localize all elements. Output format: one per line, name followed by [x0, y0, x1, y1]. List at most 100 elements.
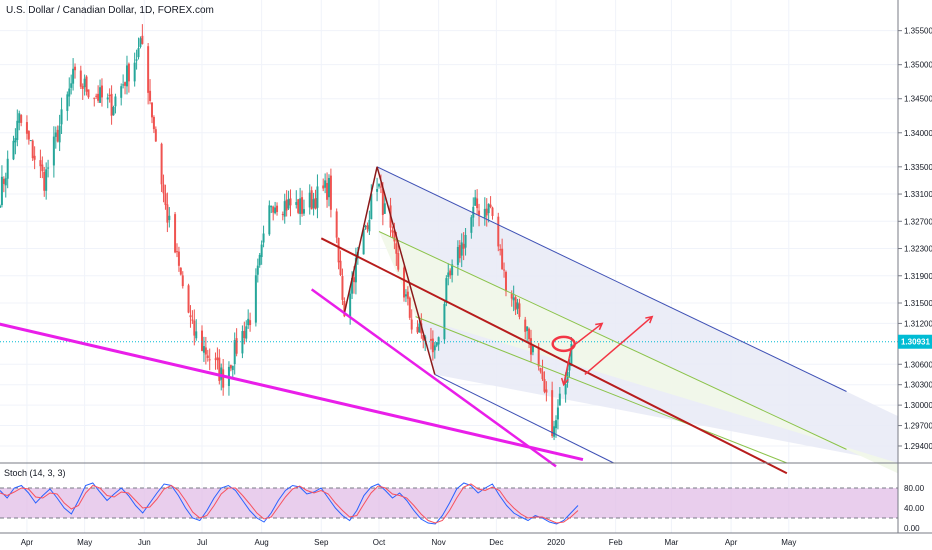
x-tick-label: May — [781, 538, 796, 547]
candle-body — [108, 95, 111, 97]
candle-body — [299, 198, 302, 214]
candle-body — [139, 38, 142, 47]
candle-body — [524, 319, 527, 332]
x-tick-label: Nov — [432, 538, 446, 547]
stoch-d-line — [0, 483, 579, 524]
candle-body — [503, 269, 506, 271]
price-tick-label: 1.34000 — [904, 129, 932, 138]
candle-body — [4, 178, 7, 186]
candle-body — [175, 251, 178, 253]
candle-body — [339, 260, 342, 276]
candle-body — [274, 207, 277, 214]
candle-body — [512, 297, 515, 301]
stoch-panel — [0, 482, 898, 525]
x-tick-label: Dec — [489, 538, 503, 547]
candle-body — [462, 243, 465, 249]
candle-body — [416, 326, 419, 333]
stoch-tick-label: 80.00 — [904, 484, 925, 493]
candle-body — [168, 215, 171, 221]
candle-body — [410, 319, 413, 330]
candle-body — [314, 198, 317, 209]
arrow-head — [560, 377, 569, 387]
candle-body — [437, 337, 440, 345]
candle-body — [551, 390, 554, 437]
candle-body — [529, 338, 532, 355]
candle-body — [195, 331, 198, 339]
candle-body — [220, 367, 223, 380]
candle-body — [449, 270, 452, 276]
candle-body — [149, 90, 152, 101]
candle-body — [181, 275, 184, 287]
candle-body — [106, 97, 109, 100]
x-tick-label: Feb — [609, 538, 623, 547]
candle-body — [154, 129, 157, 142]
candle-body — [95, 95, 98, 97]
candle-body — [324, 180, 327, 188]
candle-body — [99, 87, 102, 103]
candle-body — [93, 97, 96, 99]
candle-body — [429, 339, 432, 341]
candle-body — [308, 192, 311, 208]
candle-body — [214, 358, 217, 360]
symbol-title: U.S. Dollar / Canadian Dollar, 1D, FOREX… — [6, 5, 214, 16]
candle-body — [216, 357, 219, 361]
price-tick-label: 1.32700 — [904, 217, 932, 226]
candle-body — [12, 140, 15, 160]
candle-body — [433, 345, 436, 351]
candle-body — [474, 197, 477, 206]
candle-body — [501, 248, 504, 270]
candle-body — [54, 132, 57, 137]
zigzag-line — [343, 166, 436, 375]
candle-body — [204, 347, 207, 355]
candle-body — [322, 185, 325, 189]
candle-body — [122, 84, 125, 86]
candle-body — [545, 389, 548, 393]
candle-body — [56, 129, 59, 142]
candle-body — [391, 229, 394, 233]
candle-body — [31, 140, 34, 159]
candle-body — [431, 338, 434, 353]
candle-body — [120, 86, 123, 98]
x-tick-label: Mar — [665, 538, 679, 547]
candle-body — [528, 328, 531, 340]
candle-body — [270, 206, 273, 208]
candle-body — [327, 177, 330, 198]
candle-body — [268, 205, 271, 235]
candle-body — [235, 338, 238, 354]
candle-body — [497, 216, 500, 247]
candle-body — [125, 65, 128, 87]
drawings[interactable] — [0, 166, 898, 475]
candle-body — [476, 198, 479, 209]
candle-body — [543, 379, 546, 392]
candle-body — [558, 393, 561, 406]
candle-body — [262, 233, 265, 243]
candle-body — [14, 138, 17, 143]
candle-body — [206, 355, 209, 358]
candle-body — [60, 109, 63, 125]
x-tick-label: Apr — [21, 538, 34, 547]
candle-body — [179, 267, 182, 275]
candle-body — [366, 225, 369, 230]
candle-body — [489, 204, 492, 208]
candle-body — [287, 199, 290, 209]
candle-body — [256, 265, 259, 275]
candle-body — [518, 303, 521, 317]
arrow-head — [595, 322, 604, 331]
candle-body — [245, 326, 248, 339]
candle-body — [45, 169, 48, 191]
candle-body — [458, 245, 461, 259]
candle-body — [81, 86, 84, 89]
candle-body — [193, 320, 196, 336]
candle-body — [408, 297, 411, 318]
candle-body — [337, 238, 340, 263]
price-tick-label: 1.30300 — [904, 381, 932, 390]
candle-body — [70, 83, 73, 88]
price-tick-label: 1.34500 — [904, 95, 932, 104]
candle-body — [127, 63, 130, 82]
stoch-tick-label: 0.00 — [904, 524, 920, 533]
x-tick-label: Aug — [255, 538, 269, 547]
current-price-tag — [898, 334, 932, 349]
candle-body — [29, 140, 32, 142]
candle-body — [362, 228, 365, 255]
